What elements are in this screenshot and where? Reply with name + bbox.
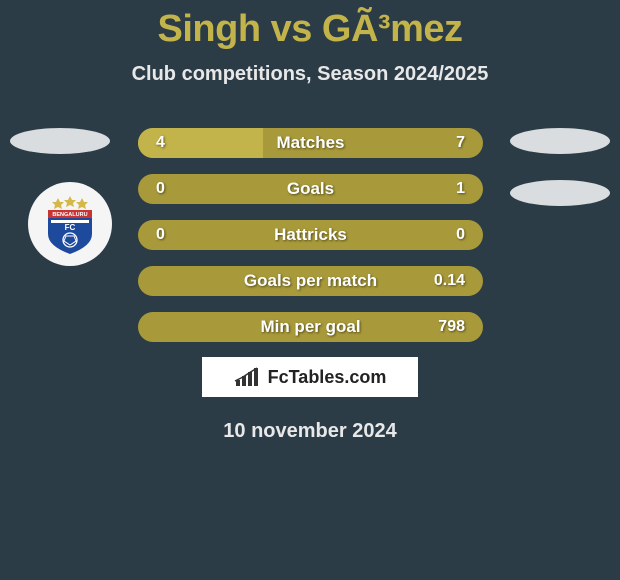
stat-label: Hattricks [138,220,483,250]
player-right-placeholder-1 [510,128,610,154]
svg-text:FC: FC [65,223,76,232]
badge-text: BENGALURU [52,212,87,218]
stat-label: Goals [138,174,483,204]
date-label: 10 november 2024 [0,420,620,443]
stat-value-right: 1 [456,174,465,204]
stat-label: Goals per match [138,266,483,296]
page-title: Singh vs GÃ³mez [0,0,620,51]
stat-label: Min per goal [138,312,483,342]
player-left-placeholder-1 [10,128,110,154]
stat-value-right: 798 [438,312,465,342]
player-right-placeholder-2 [510,180,610,206]
stat-bar-row: 4Matches7 [138,128,483,158]
stat-value-right: 0.14 [434,266,465,296]
stat-label: Matches [138,128,483,158]
attribution-text: FcTables.com [268,367,387,388]
stat-bars: 4Matches70Goals10Hattricks0Goals per mat… [138,128,483,358]
bar-chart-icon [234,366,262,388]
stat-bar-row: 0Hattricks0 [138,220,483,250]
stat-bar-row: 0Goals1 [138,174,483,204]
bengaluru-fc-icon: BENGALURU FC [38,192,102,256]
stat-bar-row: Goals per match0.14 [138,266,483,296]
stat-value-right: 0 [456,220,465,250]
attribution-box: FcTables.com [201,356,419,398]
club-badge: BENGALURU FC [28,182,112,266]
stat-value-right: 7 [456,128,465,158]
stat-bar-row: Min per goal798 [138,312,483,342]
page-subtitle: Club competitions, Season 2024/2025 [0,63,620,86]
